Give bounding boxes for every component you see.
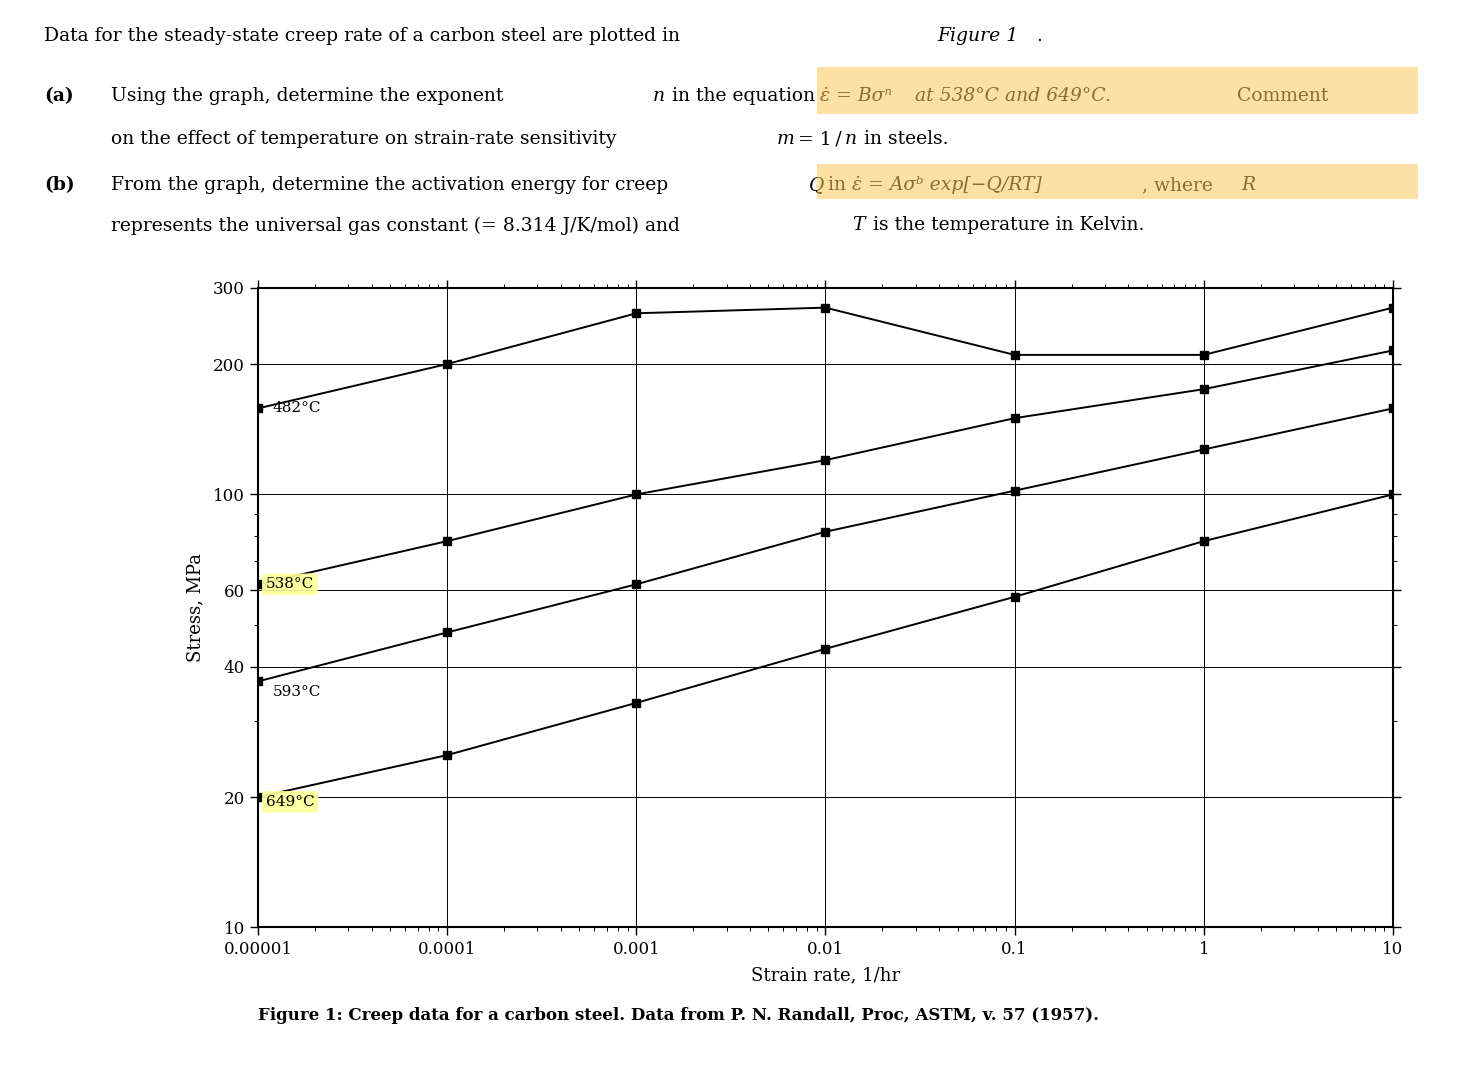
Text: n: n (845, 130, 856, 148)
Text: Comment: Comment (1231, 87, 1328, 106)
Text: is the temperature in Kelvin.: is the temperature in Kelvin. (867, 216, 1144, 235)
Text: R: R (1241, 176, 1256, 194)
Text: 649°C: 649°C (265, 795, 314, 809)
Text: Using the graph, determine the exponent: Using the graph, determine the exponent (111, 87, 509, 106)
Text: 593°C: 593°C (273, 684, 321, 699)
Text: in: in (822, 176, 852, 194)
Text: T: T (852, 216, 864, 235)
Text: in steels.: in steels. (858, 130, 948, 148)
Text: on the effect of temperature on strain-rate sensitivity: on the effect of temperature on strain-r… (111, 130, 622, 148)
Text: (b): (b) (44, 176, 75, 194)
Text: represents the universal gas constant (= 8.314 J/K/mol) and: represents the universal gas constant (=… (111, 216, 685, 235)
Text: n: n (653, 87, 665, 106)
Text: Figure 1: Figure 1 (937, 27, 1019, 45)
Text: m: m (777, 130, 794, 148)
Text: (a): (a) (44, 87, 74, 106)
Text: .: . (1036, 27, 1042, 45)
Text: = 1 /: = 1 / (792, 130, 845, 148)
Text: Figure 1: Creep data for a carbon steel. Data from P. N. Randall, Proc, ASTM, v.: Figure 1: Creep data for a carbon steel.… (258, 1007, 1100, 1024)
FancyBboxPatch shape (817, 164, 1418, 199)
Text: ε̇ = Bσⁿ: ε̇ = Bσⁿ (820, 87, 892, 106)
FancyBboxPatch shape (817, 67, 1418, 114)
Text: ε̇ = Aσᵇ exp[−Q/RT]: ε̇ = Aσᵇ exp[−Q/RT] (852, 176, 1042, 194)
X-axis label: Strain rate, 1/hr: Strain rate, 1/hr (750, 966, 901, 984)
Text: at 538°C and 649°C.: at 538°C and 649°C. (909, 87, 1111, 106)
Text: From the graph, determine the activation energy for creep: From the graph, determine the activation… (111, 176, 674, 194)
Text: 538°C: 538°C (265, 578, 314, 592)
Y-axis label: Stress, MPa: Stress, MPa (187, 553, 205, 662)
Text: 482°C: 482°C (273, 402, 321, 416)
Text: , where: , where (1142, 176, 1219, 194)
Text: Data for the steady-state creep rate of a carbon steel are plotted in: Data for the steady-state creep rate of … (44, 27, 687, 45)
Text: Q: Q (809, 176, 824, 194)
Text: in the equation: in the equation (666, 87, 821, 106)
